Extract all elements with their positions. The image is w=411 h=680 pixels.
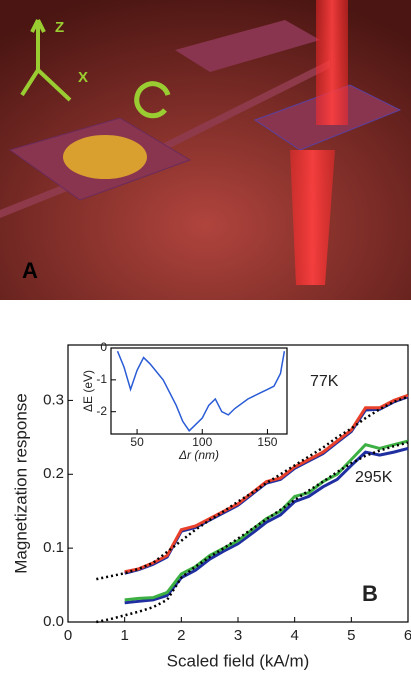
y-tick-label: -1 bbox=[96, 372, 107, 386]
axis-x-label: X bbox=[78, 69, 88, 86]
y-axis-label: ΔE (eV) bbox=[81, 370, 95, 412]
x-tick-label: 2 bbox=[177, 627, 185, 644]
panel-label: B bbox=[362, 581, 378, 606]
x-tick-label: 50 bbox=[130, 435, 144, 449]
laser-top bbox=[316, 0, 348, 125]
y-tick-label: 0.3 bbox=[43, 391, 64, 408]
panel-label: A bbox=[22, 258, 38, 283]
x-tick-label: 150 bbox=[257, 435, 277, 449]
y-tick-label: 0 bbox=[100, 340, 107, 354]
annotation: 77K bbox=[310, 373, 339, 390]
page: Z X A 0 1 2 3 4 5 6 0.0 0.1 0.2 0.3 Scaled field (k… bbox=[0, 0, 411, 675]
x-tick-label: 6 bbox=[404, 627, 411, 644]
figure: Z X A 0 1 2 3 4 5 6 0.0 0.1 0.2 0.3 Scaled field (k… bbox=[0, 0, 411, 675]
x-tick-label: 3 bbox=[234, 627, 242, 644]
y-axis-label: Magnetization response bbox=[11, 393, 30, 574]
vortex-disk bbox=[63, 135, 147, 179]
x-axis-label: Δr (nm) bbox=[178, 448, 219, 462]
annotation: 295K bbox=[355, 469, 393, 486]
y-tick-label: 0.1 bbox=[43, 539, 64, 556]
x-tick-label: 100 bbox=[192, 435, 212, 449]
x-tick-label: 5 bbox=[347, 627, 355, 644]
panel-a: Z X A bbox=[0, 0, 411, 300]
axis-z-label: Z bbox=[55, 19, 64, 36]
x-tick-label: 4 bbox=[290, 627, 298, 644]
y-tick-label: 0.0 bbox=[43, 613, 64, 630]
y-tick-label: 0.2 bbox=[43, 465, 64, 482]
y-tick-label: -2 bbox=[96, 404, 107, 418]
x-tick-label: 1 bbox=[120, 627, 128, 644]
x-axis-label: Scaled field (kA/m) bbox=[167, 651, 310, 670]
x-tick-label: 0 bbox=[64, 627, 72, 644]
